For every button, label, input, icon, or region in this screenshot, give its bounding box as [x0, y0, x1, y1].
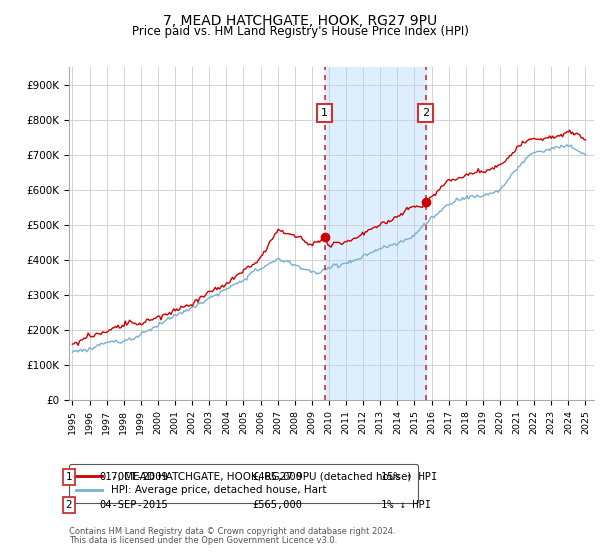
Text: 2: 2 [422, 108, 430, 118]
Legend: 7, MEAD HATCHGATE, HOOK, RG27 9PU (detached house), HPI: Average price, detached: 7, MEAD HATCHGATE, HOOK, RG27 9PU (detac… [69, 464, 418, 503]
Text: Contains HM Land Registry data © Crown copyright and database right 2024.: Contains HM Land Registry data © Crown c… [69, 528, 395, 536]
Text: 1% ↓ HPI: 1% ↓ HPI [381, 500, 431, 510]
Text: This data is licensed under the Open Government Licence v3.0.: This data is licensed under the Open Gov… [69, 536, 337, 545]
Text: £565,000: £565,000 [252, 500, 302, 510]
Text: 01-OCT-2009: 01-OCT-2009 [99, 472, 168, 482]
Text: 15% ↑ HPI: 15% ↑ HPI [381, 472, 437, 482]
Text: £465,000: £465,000 [252, 472, 302, 482]
Text: Price paid vs. HM Land Registry's House Price Index (HPI): Price paid vs. HM Land Registry's House … [131, 25, 469, 38]
Bar [325, 67, 426, 400]
Text: 04-SEP-2015: 04-SEP-2015 [99, 500, 168, 510]
Text: 2: 2 [65, 500, 73, 510]
Text: 7, MEAD HATCHGATE, HOOK, RG27 9PU: 7, MEAD HATCHGATE, HOOK, RG27 9PU [163, 14, 437, 28]
Text: 1: 1 [321, 108, 328, 118]
Text: 1: 1 [65, 472, 73, 482]
